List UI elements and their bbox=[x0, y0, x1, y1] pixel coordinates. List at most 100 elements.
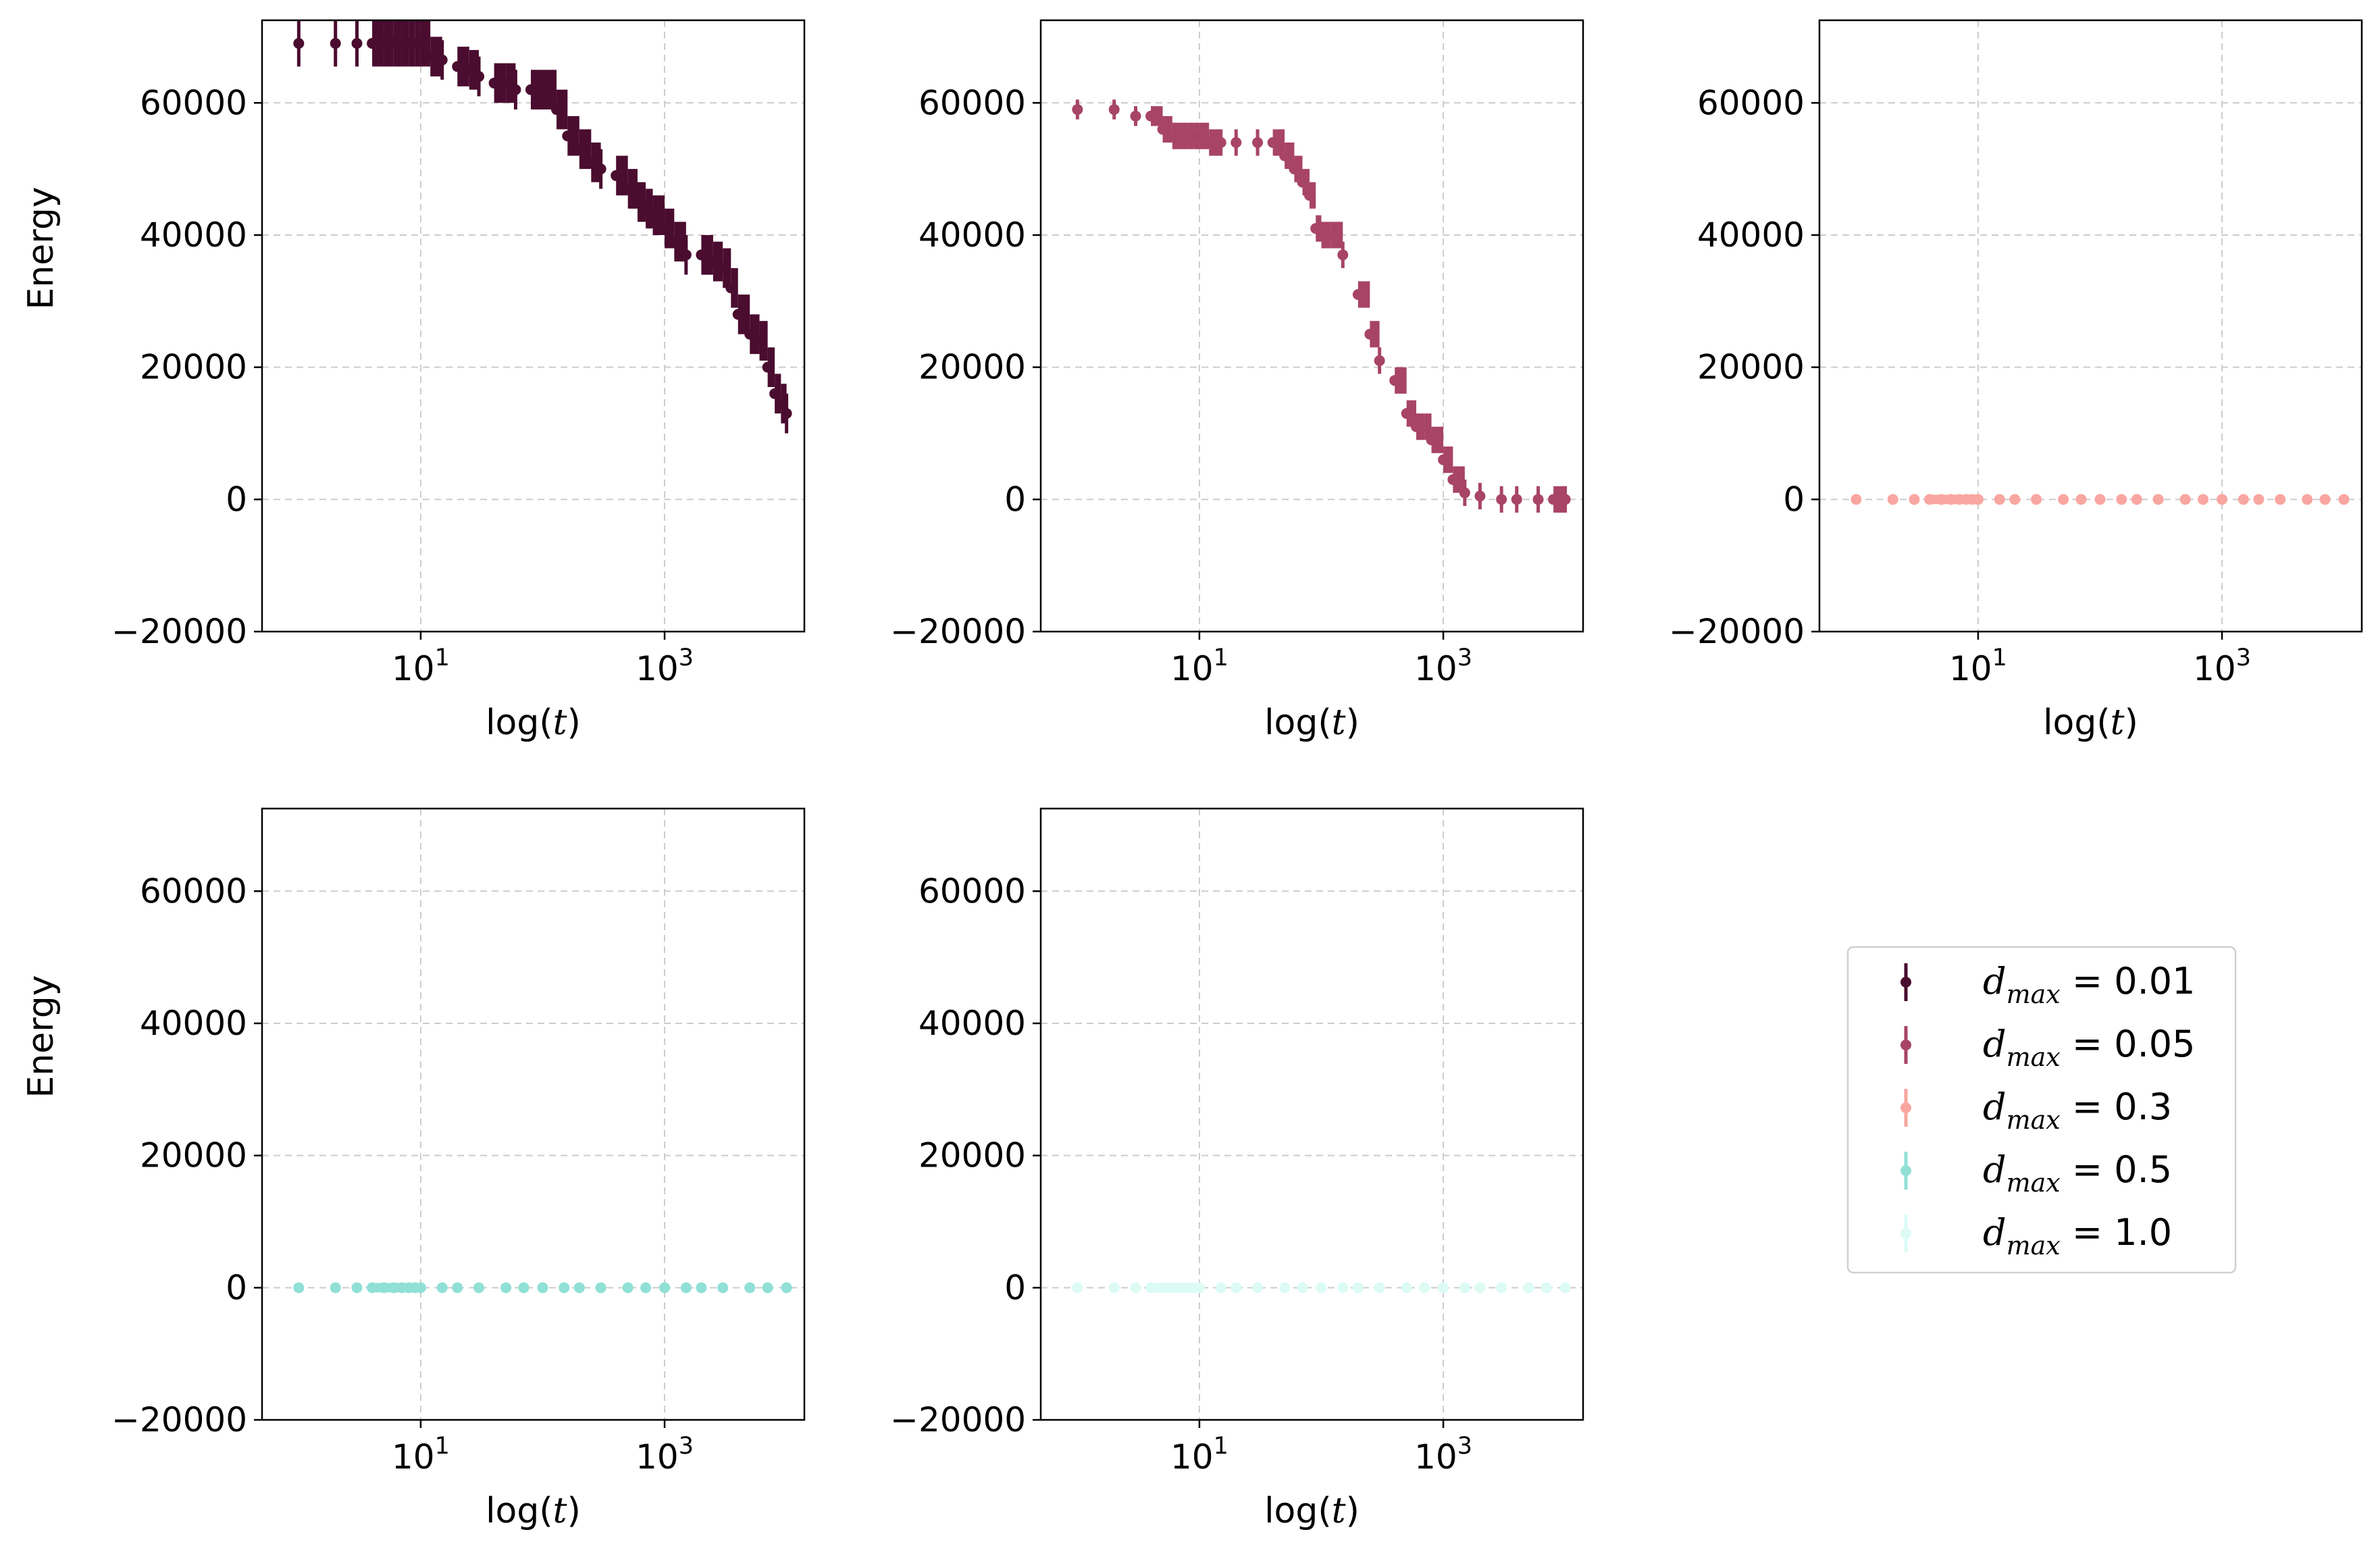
data-point bbox=[559, 1282, 570, 1294]
data-point bbox=[1945, 494, 1957, 505]
data-point bbox=[1297, 1282, 1308, 1294]
data-point bbox=[669, 236, 680, 247]
data-point bbox=[1157, 1282, 1168, 1294]
y-tick-label: 60000 bbox=[919, 871, 1026, 911]
x-axis-label: log(t) bbox=[1264, 703, 1360, 743]
data-point bbox=[2116, 494, 2127, 505]
y-tick-label: 20000 bbox=[1697, 348, 1805, 387]
data-point bbox=[415, 38, 426, 49]
data-point bbox=[1887, 494, 1898, 505]
data-point bbox=[1401, 408, 1412, 419]
data-point bbox=[1337, 1282, 1349, 1294]
data-point bbox=[1337, 249, 1349, 261]
legend: dmax = 0.01 dmax = 0.05 dmax = 0.3 dmax = 0… bbox=[1846, 946, 2237, 1274]
data-point bbox=[537, 84, 548, 95]
legend-label: dmax = 0.05 bbox=[1983, 1023, 2196, 1072]
data-point bbox=[1316, 1282, 1327, 1294]
data-point bbox=[573, 1282, 585, 1294]
y-tick-label: 20000 bbox=[919, 348, 1026, 387]
y-tick-label: 60000 bbox=[140, 83, 247, 122]
error-band bbox=[372, 20, 384, 67]
y-tick-label: 0 bbox=[1004, 480, 1026, 519]
x-tick-label: 103 bbox=[636, 644, 694, 688]
data-point bbox=[2338, 494, 2350, 505]
error-band bbox=[1151, 106, 1163, 126]
error-band bbox=[1553, 486, 1566, 513]
plot-frame bbox=[261, 807, 806, 1421]
y-tick-label: 20000 bbox=[140, 348, 247, 387]
data-point bbox=[762, 1282, 773, 1294]
legend-marker-icon bbox=[1900, 1165, 1911, 1176]
y-tick-label: 0 bbox=[226, 1268, 247, 1307]
data-point bbox=[1325, 229, 1337, 240]
data-point bbox=[1474, 490, 1486, 502]
y-tick-label: 40000 bbox=[1697, 215, 1805, 255]
data-point bbox=[1459, 487, 1470, 499]
subplot-2: −20000 0 20000 40000 60000 101 103 log(t) bbox=[890, 19, 1584, 743]
error-band bbox=[1357, 281, 1370, 308]
data-point bbox=[518, 1282, 529, 1294]
legend-box bbox=[1846, 946, 2237, 1274]
data-point bbox=[680, 249, 692, 261]
data-point bbox=[1924, 494, 1936, 505]
data-point bbox=[351, 38, 363, 49]
x-tick-label: 101 bbox=[392, 1433, 450, 1477]
data-point bbox=[1303, 190, 1315, 201]
data-point bbox=[595, 163, 606, 175]
y-tick-label: 20000 bbox=[919, 1136, 1026, 1175]
data-point bbox=[1108, 104, 1120, 116]
data-point bbox=[1496, 494, 1507, 505]
data-point bbox=[425, 51, 436, 62]
data-point bbox=[744, 328, 756, 340]
data-point bbox=[500, 1282, 512, 1294]
data-point bbox=[1511, 494, 1522, 505]
data-point bbox=[775, 398, 787, 409]
data-point bbox=[1523, 1282, 1534, 1294]
data-point bbox=[551, 104, 563, 116]
error-band bbox=[1330, 222, 1343, 249]
data-point bbox=[388, 38, 399, 49]
data-point bbox=[1108, 1282, 1120, 1294]
legend-label: dmax = 0.5 bbox=[1983, 1148, 2172, 1198]
x-tick-label: 101 bbox=[1170, 644, 1228, 688]
y-tick-label: 40000 bbox=[919, 1004, 1026, 1043]
x-axis-label: log(t) bbox=[486, 1491, 581, 1531]
data-point bbox=[1374, 355, 1385, 366]
data-point bbox=[1474, 1282, 1486, 1294]
y-tick-label: −20000 bbox=[890, 612, 1026, 651]
data-point bbox=[595, 1282, 606, 1294]
data-point bbox=[1316, 229, 1327, 240]
subplot-1: −20000 0 20000 40000 60000 101 103 log(t) Energy bbox=[21, 19, 806, 743]
legend-label: dmax = 0.01 bbox=[1983, 960, 2196, 1009]
data-point bbox=[769, 388, 781, 399]
data-point bbox=[1252, 137, 1264, 148]
y-axis-label: Energy bbox=[21, 186, 61, 309]
data-point bbox=[647, 209, 658, 221]
data-point bbox=[659, 223, 671, 234]
subplot-5: −20000 0 20000 40000 60000 101 103 log(t) bbox=[890, 807, 1584, 1531]
error-band bbox=[542, 70, 557, 110]
data-point bbox=[1231, 137, 1242, 148]
data-point bbox=[2302, 494, 2313, 505]
error-band bbox=[1209, 129, 1221, 156]
data-point bbox=[473, 71, 485, 82]
data-point bbox=[525, 84, 536, 95]
series-2-marks bbox=[1851, 494, 2350, 505]
data-point bbox=[463, 64, 475, 76]
y-tick-label: 60000 bbox=[1697, 83, 1805, 122]
y-tick-label: 40000 bbox=[919, 215, 1026, 255]
data-point bbox=[2009, 494, 2021, 505]
data-point bbox=[415, 1282, 426, 1294]
data-point bbox=[1401, 1282, 1412, 1294]
data-point bbox=[586, 157, 597, 168]
data-point bbox=[2058, 494, 2069, 505]
data-point bbox=[1972, 494, 1984, 505]
x-axis-label: log(t) bbox=[486, 703, 581, 743]
data-point bbox=[367, 38, 378, 49]
data-point bbox=[1166, 1282, 1178, 1294]
data-point bbox=[1145, 110, 1157, 122]
data-point bbox=[367, 1282, 378, 1294]
error-band bbox=[738, 295, 750, 334]
data-point bbox=[378, 1282, 390, 1294]
data-point bbox=[2075, 494, 2087, 505]
